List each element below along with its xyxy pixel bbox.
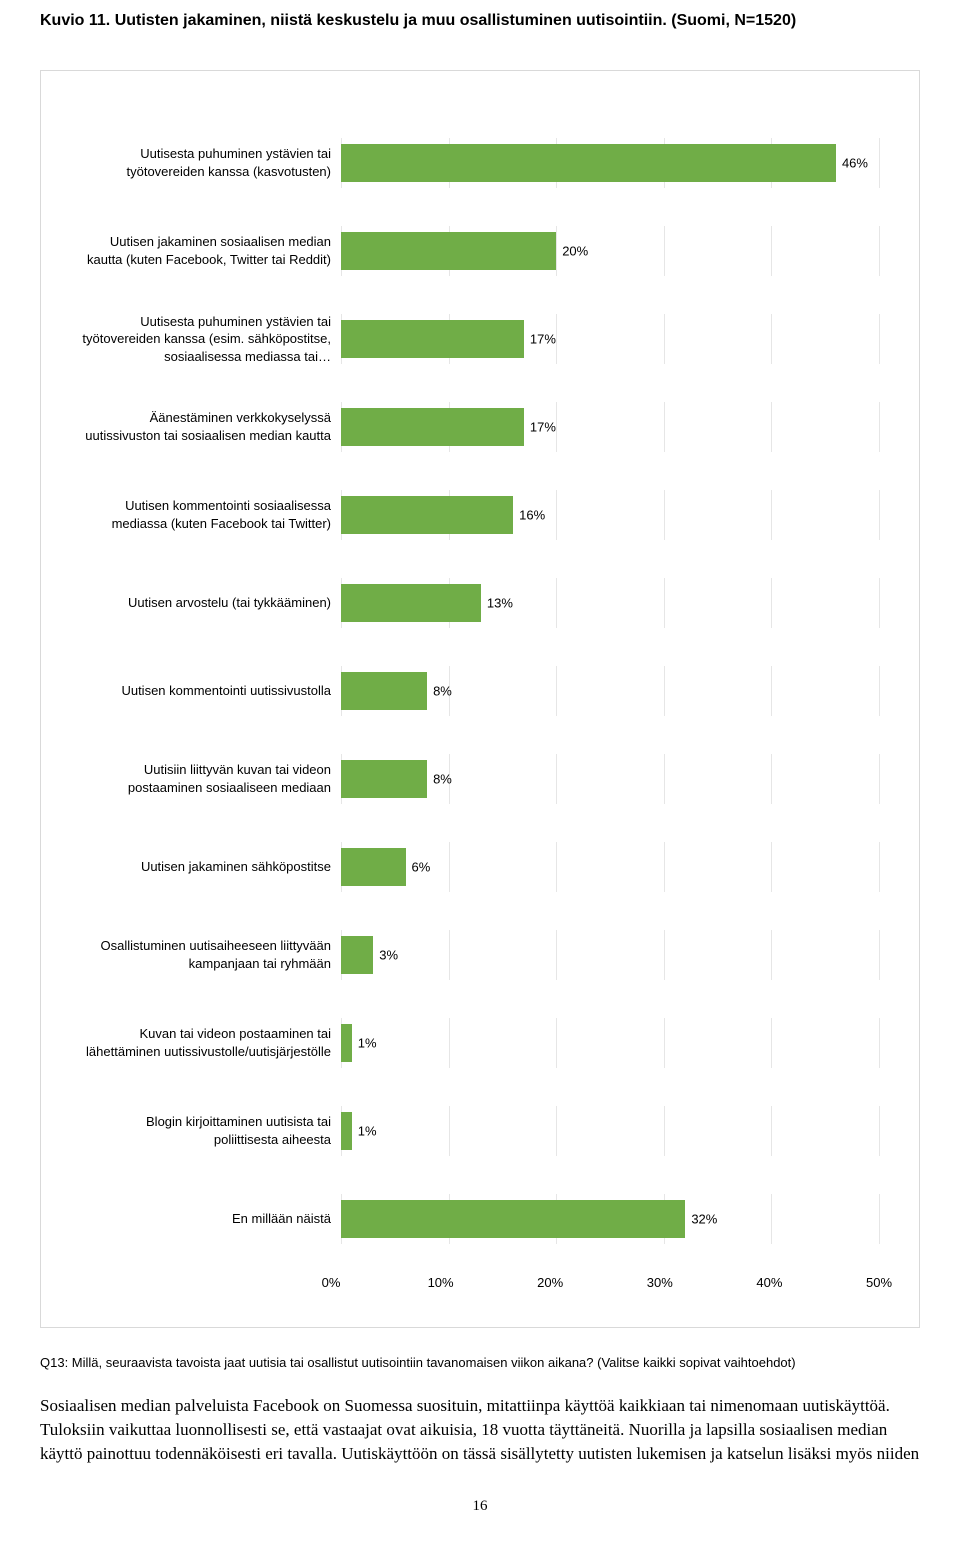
bar-value: 13%	[487, 596, 513, 611]
body-paragraph: Sosiaalisen median palveluista Facebook …	[40, 1394, 920, 1465]
bar-plot: 16%	[341, 496, 879, 534]
bar-plot: 3%	[341, 936, 879, 974]
bar	[341, 672, 427, 710]
bar	[341, 760, 427, 798]
bar	[341, 496, 513, 534]
category-label: Uutisesta puhuminen ystävien tai työtove…	[81, 313, 341, 366]
bar-value: 8%	[433, 772, 452, 787]
bar-value: 32%	[691, 1212, 717, 1227]
bar	[341, 1024, 352, 1062]
bar-value: 1%	[358, 1036, 377, 1051]
chart-row: Uutisen arvostelu (tai tykkääminen) 13%	[81, 571, 879, 635]
bar-value: 17%	[530, 332, 556, 347]
chart-container: Uutisesta puhuminen ystävien tai työtove…	[40, 70, 920, 1328]
chart-row: Osallistuminen uutisaiheeseen liittyvään…	[81, 923, 879, 987]
bar-value: 1%	[358, 1124, 377, 1139]
bar-value: 6%	[412, 860, 431, 875]
bar	[341, 1200, 685, 1238]
bar-value: 17%	[530, 420, 556, 435]
chart-row: Uutisiin liittyvän kuvan tai videon post…	[81, 747, 879, 811]
category-label: Uutisen kommentointi sosiaalisessa media…	[81, 497, 341, 532]
x-tick: 20%	[537, 1275, 563, 1290]
bar-value: 16%	[519, 508, 545, 523]
category-label: Kuvan tai videon postaaminen tai lähettä…	[81, 1025, 341, 1060]
bar-plot: 13%	[341, 584, 879, 622]
chart-row: Äänestäminen verkkokyselyssä uutissivust…	[81, 395, 879, 459]
page-number: 16	[40, 1498, 920, 1515]
bar-plot: 6%	[341, 848, 879, 886]
x-tick: 0%	[322, 1275, 341, 1290]
bar	[341, 848, 406, 886]
bar	[341, 1112, 352, 1150]
bar-plot: 17%	[341, 320, 879, 358]
chart-row: Kuvan tai videon postaaminen tai lähettä…	[81, 1011, 879, 1075]
x-tick: 40%	[756, 1275, 782, 1290]
category-label: Uutisen kommentointi uutissivustolla	[81, 682, 341, 700]
category-label: Uutisen jakaminen sosiaalisen median kau…	[81, 233, 341, 268]
bar-plot: 32%	[341, 1200, 879, 1238]
bar-plot: 8%	[341, 760, 879, 798]
bar-plot: 1%	[341, 1024, 879, 1062]
bar	[341, 408, 524, 446]
bar-plot: 20%	[341, 232, 879, 270]
bar-value: 3%	[379, 948, 398, 963]
bar	[341, 144, 836, 182]
bar	[341, 936, 373, 974]
x-tick: 50%	[866, 1275, 892, 1290]
chart-row: Uutisesta puhuminen ystävien tai työtove…	[81, 307, 879, 371]
category-label: Blogin kirjoittaminen uutisista tai poli…	[81, 1113, 341, 1148]
bar	[341, 584, 481, 622]
chart-row: Uutisen jakaminen sosiaalisen median kau…	[81, 219, 879, 283]
chart-row: Uutisen jakaminen sähköpostitse 6%	[81, 835, 879, 899]
bar-chart: Uutisesta puhuminen ystävien tai työtove…	[81, 131, 879, 1251]
bar-plot: 8%	[341, 672, 879, 710]
category-label: Uutisiin liittyvän kuvan tai videon post…	[81, 761, 341, 796]
x-axis: 0%10%20%30%40%50%	[331, 1275, 879, 1297]
category-label: En millään näistä	[81, 1210, 341, 1228]
x-tick: 10%	[428, 1275, 454, 1290]
bar-value: 20%	[562, 244, 588, 259]
question-text: Q13: Millä, seuraavista tavoista jaat uu…	[40, 1354, 920, 1372]
bar-plot: 46%	[341, 144, 879, 182]
chart-row: Blogin kirjoittaminen uutisista tai poli…	[81, 1099, 879, 1163]
bar	[341, 320, 524, 358]
chart-title: Kuvio 11. Uutisten jakaminen, niistä kes…	[40, 12, 920, 30]
category-label: Osallistuminen uutisaiheeseen liittyvään…	[81, 937, 341, 972]
bar	[341, 232, 556, 270]
bar-value: 46%	[842, 156, 868, 171]
chart-row: En millään näistä 32%	[81, 1187, 879, 1251]
bar-plot: 17%	[341, 408, 879, 446]
x-tick: 30%	[647, 1275, 673, 1290]
bar-value: 8%	[433, 684, 452, 699]
category-label: Äänestäminen verkkokyselyssä uutissivust…	[81, 409, 341, 444]
category-label: Uutisesta puhuminen ystävien tai työtove…	[81, 145, 341, 180]
chart-row: Uutisen kommentointi uutissivustolla 8%	[81, 659, 879, 723]
chart-row: Uutisen kommentointi sosiaalisessa media…	[81, 483, 879, 547]
bar-plot: 1%	[341, 1112, 879, 1150]
category-label: Uutisen arvostelu (tai tykkääminen)	[81, 594, 341, 612]
chart-row: Uutisesta puhuminen ystävien tai työtove…	[81, 131, 879, 195]
category-label: Uutisen jakaminen sähköpostitse	[81, 858, 341, 876]
